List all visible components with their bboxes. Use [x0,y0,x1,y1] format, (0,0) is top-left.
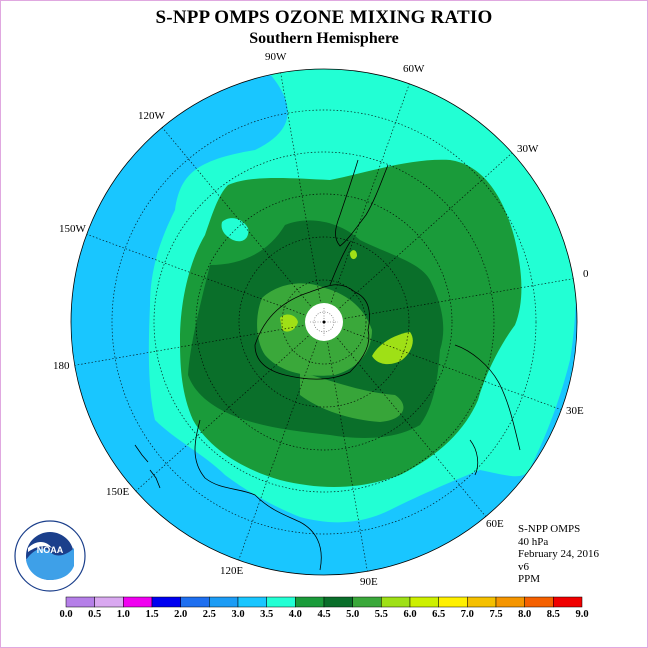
lon-label-120e: 120E [220,565,244,577]
field-5-5-east [372,332,413,365]
pole-graticule [310,308,338,336]
map-boundary [70,68,578,576]
colorbar-tick-label: 9.0 [575,609,589,620]
map-disk [71,69,577,575]
colorbar-tick-label: 4.0 [288,609,302,620]
colorbar-tick-label: 8.5 [546,609,560,620]
lon-label-180: 180 [53,360,70,372]
colorbar-tick-label: 4.5 [317,609,331,620]
graticule [71,69,577,575]
lon-label-150e: 150E [106,486,130,498]
colorbar-tick-label: 2.5 [202,609,216,620]
map-title: S-NPP OMPS OZONE MIXING RATIO [155,7,493,28]
noaa-logo-text: NOAA [37,545,64,555]
coastlines [134,159,521,571]
colorbar-segment [237,596,267,608]
colorbar-segment [467,596,497,608]
colorbar-segment [180,596,210,608]
colorbar-tick-label: 0.5 [88,609,102,620]
info-units: PPM [518,573,541,585]
colorbar-tick-label: 7.0 [460,609,474,620]
colorbar-segment [495,596,525,608]
colorbar-segment [524,596,554,608]
lon-label-30e: 30E [566,405,584,417]
colorbar-segment [65,596,95,608]
info-version: v6 [518,560,529,573]
colorbar-segment [266,596,296,608]
colorbar-tick-label: 1.5 [145,609,159,620]
lon-label-30w: 30W [517,143,539,155]
lon-label-0: 0 [583,268,589,280]
colorbar-tick-label: 5.0 [346,609,360,620]
colorbar-segment [209,596,239,608]
colorbar-tick-label: 6.5 [432,609,446,620]
colorbar-segment [409,596,439,608]
colorbar-tick-label: 1.0 [116,609,130,620]
colorbar-tick-label: 5.5 [374,609,388,620]
colorbar-segment [295,596,325,608]
colorbar-tick-label: 3.0 [231,609,245,620]
lon-label-150w: 150W [59,223,86,235]
colorbar-segment [381,596,411,608]
colorbar-segment [553,596,583,608]
colorbar-tick-label: 2.0 [174,609,188,620]
colorbar-tick-label: 3.5 [260,609,274,620]
colorbar-segment [94,596,124,608]
info-date: February 24, 2016 [518,548,599,560]
colorbar-segment [323,596,353,608]
info-level: 40 hPa [518,535,549,548]
colorbar-segment [438,596,468,608]
info-block: S-NPP OMPS 40 hPa February 24, 2016 v6 P… [518,523,599,586]
lon-label-120w: 120W [138,110,165,122]
colorbar-tick-label: 0.0 [59,609,73,620]
lon-label-90e: 90E [360,576,378,588]
colorbar-segment [151,596,181,608]
lon-label-60w: 60W [403,63,425,75]
field-5-5-small [350,250,357,260]
south-pole-dot [322,320,326,324]
noaa-logo: NOAA [14,520,86,592]
colorbar-segment [123,596,153,608]
lon-label-90w: 90W [265,51,287,63]
colorbar-segment [352,596,382,608]
field-5-0-band [300,372,404,422]
map-subtitle: Southern Hemisphere [249,30,399,47]
colorbar-tick-label: 6.0 [403,609,417,620]
info-instrument: S-NPP OMPS [518,523,581,535]
lon-label-60e: 60E [486,518,504,530]
field-5-5-west [280,314,298,332]
colorbar [65,596,583,608]
colorbar-tick-label: 7.5 [489,609,503,620]
colorbar-tick-label: 8.0 [518,609,532,620]
